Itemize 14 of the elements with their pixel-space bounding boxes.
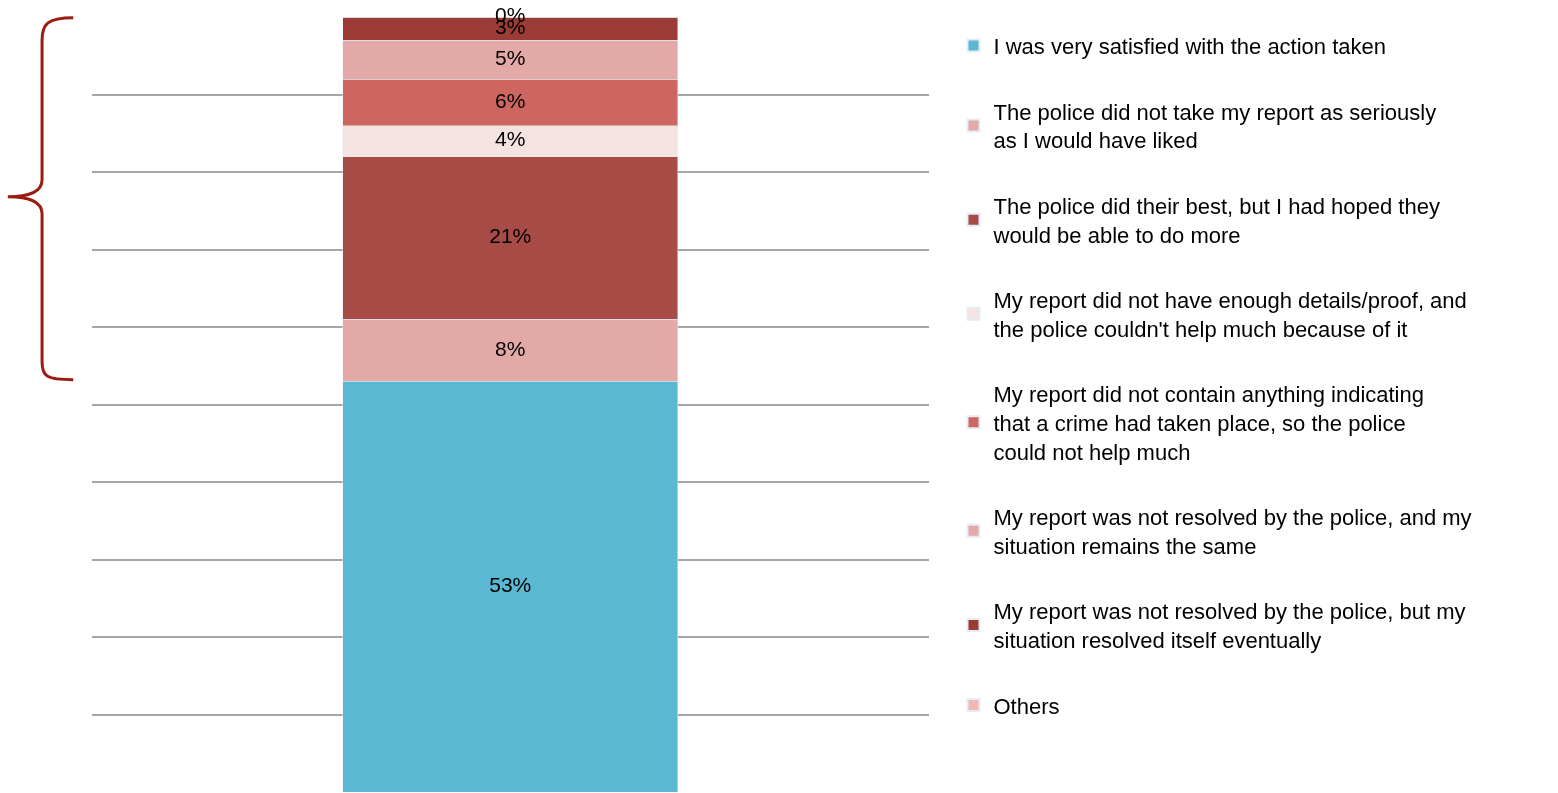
legend-label: The police did not take my report as seriously as I would have liked xyxy=(993,99,1437,154)
legend-label: My report did not have enough details/proof, and the police couldn't help much because of it xyxy=(993,288,1467,342)
data-label: 8% xyxy=(495,336,526,360)
data-label: 6% xyxy=(495,88,526,112)
data-label: 5% xyxy=(495,45,526,69)
data-label: 4% xyxy=(495,127,526,151)
data-label: 21% xyxy=(489,224,532,248)
data-label: 53% xyxy=(489,572,532,596)
legend-label: The police did their best, but I had hoped they would be able to do more xyxy=(992,193,1440,248)
legend-label: My report was not resolved by the police, but my situation resolved itself eventually xyxy=(993,599,1466,653)
legend-label: Others xyxy=(993,693,1060,719)
legend-label: My report was not resolved by the police, and my situation remains the same xyxy=(993,505,1472,559)
legend-label: My report did not contain anything indicating that a crime had taken place, so the police could not help much xyxy=(993,382,1424,465)
legend-label: I was very satisfied with the action taken xyxy=(993,34,1387,60)
